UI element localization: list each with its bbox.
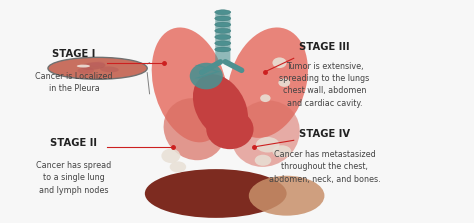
Ellipse shape xyxy=(190,63,223,89)
Polygon shape xyxy=(194,65,220,78)
Ellipse shape xyxy=(215,35,231,39)
FancyArrowPatch shape xyxy=(225,62,242,70)
Ellipse shape xyxy=(215,16,231,21)
Ellipse shape xyxy=(260,94,271,102)
Text: Cancer is Localized
in the Pleura: Cancer is Localized in the Pleura xyxy=(35,72,113,93)
Ellipse shape xyxy=(48,57,147,79)
Ellipse shape xyxy=(273,58,287,68)
Ellipse shape xyxy=(228,27,308,138)
Text: STAGE I: STAGE I xyxy=(52,49,96,59)
Ellipse shape xyxy=(255,155,271,166)
Ellipse shape xyxy=(164,98,225,160)
Ellipse shape xyxy=(256,137,280,153)
FancyArrowPatch shape xyxy=(201,62,220,72)
Ellipse shape xyxy=(100,66,119,72)
Ellipse shape xyxy=(145,169,287,218)
Ellipse shape xyxy=(80,62,106,70)
Text: Tumor is extensive,
spreading to the lungs
chest wall, abdomen
and cardiac cavit: Tumor is extensive, spreading to the lun… xyxy=(279,62,370,108)
Text: Cancer has spread
to a single lung
and lymph nodes: Cancer has spread to a single lung and l… xyxy=(36,161,111,195)
Ellipse shape xyxy=(231,100,300,167)
Ellipse shape xyxy=(215,10,231,15)
Ellipse shape xyxy=(77,65,90,68)
Ellipse shape xyxy=(78,67,94,74)
Text: STAGE II: STAGE II xyxy=(50,138,98,148)
Ellipse shape xyxy=(278,78,290,87)
Ellipse shape xyxy=(273,145,292,157)
Ellipse shape xyxy=(215,47,231,52)
Ellipse shape xyxy=(91,62,104,66)
Text: STAGE IV: STAGE IV xyxy=(299,129,350,139)
Ellipse shape xyxy=(215,41,231,46)
Ellipse shape xyxy=(249,176,324,216)
Text: Cancer has metastasized
throughout the chest,
abdomen, neck, and bones.: Cancer has metastasized throughout the c… xyxy=(269,150,380,184)
Ellipse shape xyxy=(170,161,186,172)
Ellipse shape xyxy=(152,27,228,142)
Ellipse shape xyxy=(215,28,231,33)
FancyBboxPatch shape xyxy=(215,14,230,63)
Ellipse shape xyxy=(161,149,180,163)
Text: STAGE III: STAGE III xyxy=(299,42,350,52)
Ellipse shape xyxy=(215,22,231,27)
Ellipse shape xyxy=(206,109,254,149)
Ellipse shape xyxy=(193,74,248,140)
